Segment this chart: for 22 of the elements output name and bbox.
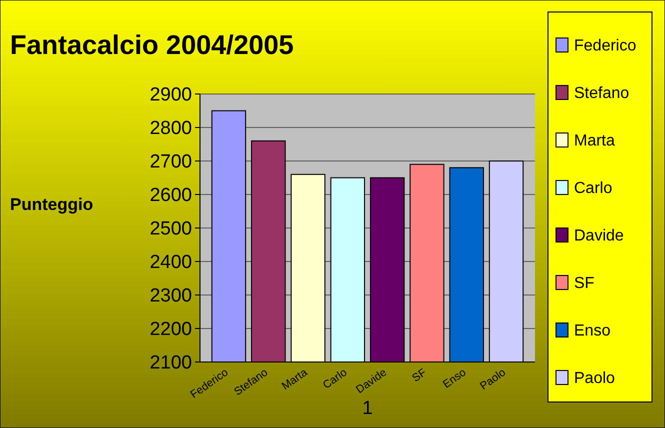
y-tick-label: 2400: [150, 252, 192, 274]
y-tick-label: 2200: [150, 319, 192, 340]
y-tick-label: 2300: [150, 286, 192, 307]
legend-label: Enso: [574, 322, 611, 340]
x-tick-label: Carlo: [320, 366, 350, 392]
legend-label: Davide: [574, 228, 624, 245]
legend-label: SF: [574, 275, 595, 292]
y-tick-label: 2600: [150, 185, 192, 206]
x-axis-title: 1: [362, 398, 373, 419]
y-axis-title: Punteggio: [10, 195, 94, 214]
y-tick-label: 2700: [150, 152, 192, 173]
legend-label: Stefano: [574, 85, 630, 102]
y-tick-label: 2500: [150, 218, 192, 240]
legend-label: Federico: [574, 38, 636, 55]
y-tick-label: 2900: [150, 84, 192, 106]
y-tick-label: 2100: [150, 352, 192, 374]
x-tick-label: Enso: [440, 366, 468, 391]
y-tick-label: 2800: [150, 118, 192, 140]
chart-title: Fantacalcio 2004/2005: [10, 30, 294, 60]
legend-label: Marta: [574, 132, 615, 150]
x-tick-label: SF: [410, 366, 429, 385]
legend-label: Carlo: [574, 180, 612, 198]
